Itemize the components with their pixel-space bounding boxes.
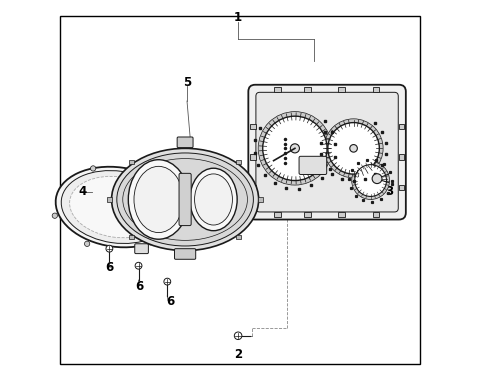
Bar [129, 235, 134, 239]
Circle shape [135, 262, 142, 269]
Circle shape [91, 166, 96, 171]
FancyBboxPatch shape [299, 156, 327, 174]
Text: 6: 6 [135, 280, 144, 293]
FancyBboxPatch shape [179, 173, 191, 226]
Bar [107, 197, 112, 202]
Ellipse shape [61, 171, 173, 244]
Bar [338, 212, 345, 217]
Text: 3: 3 [385, 185, 394, 198]
Bar [372, 87, 379, 92]
Circle shape [164, 278, 171, 285]
Bar [250, 185, 255, 190]
Circle shape [372, 174, 382, 184]
Bar [398, 124, 404, 130]
Bar [236, 235, 241, 239]
Circle shape [148, 240, 153, 245]
Ellipse shape [190, 168, 237, 231]
FancyBboxPatch shape [177, 137, 193, 147]
Circle shape [352, 162, 390, 200]
Text: 6: 6 [105, 261, 113, 274]
FancyBboxPatch shape [256, 92, 398, 212]
Circle shape [258, 112, 332, 185]
Circle shape [290, 144, 300, 153]
Circle shape [84, 241, 90, 247]
Bar [398, 154, 404, 160]
Circle shape [263, 116, 327, 180]
Ellipse shape [56, 167, 178, 247]
Bar [129, 160, 134, 164]
Ellipse shape [134, 166, 183, 233]
Text: 2: 2 [234, 348, 242, 361]
Text: 1: 1 [234, 11, 242, 24]
Circle shape [328, 123, 379, 174]
Ellipse shape [123, 158, 247, 241]
Circle shape [154, 171, 159, 177]
Bar [250, 154, 255, 160]
Ellipse shape [117, 153, 253, 246]
Text: 5: 5 [183, 76, 191, 89]
Circle shape [52, 213, 58, 218]
Bar [274, 87, 281, 92]
Circle shape [106, 245, 113, 252]
Bar [236, 160, 241, 164]
Circle shape [177, 210, 182, 215]
Text: 4: 4 [79, 185, 87, 198]
Circle shape [355, 165, 386, 196]
Circle shape [350, 144, 358, 152]
Bar [274, 212, 281, 217]
Bar [258, 197, 263, 202]
Text: 6: 6 [166, 295, 174, 308]
Bar [338, 87, 345, 92]
Ellipse shape [70, 176, 164, 238]
Ellipse shape [194, 174, 232, 225]
FancyBboxPatch shape [248, 85, 406, 220]
Ellipse shape [111, 148, 259, 250]
FancyBboxPatch shape [175, 249, 196, 259]
Circle shape [234, 332, 242, 340]
FancyBboxPatch shape [135, 244, 148, 253]
Bar [372, 212, 379, 217]
Bar [304, 212, 311, 217]
Circle shape [324, 119, 383, 178]
Bar [398, 185, 404, 190]
Ellipse shape [128, 160, 189, 239]
Bar [304, 87, 311, 92]
Bar [250, 124, 255, 130]
